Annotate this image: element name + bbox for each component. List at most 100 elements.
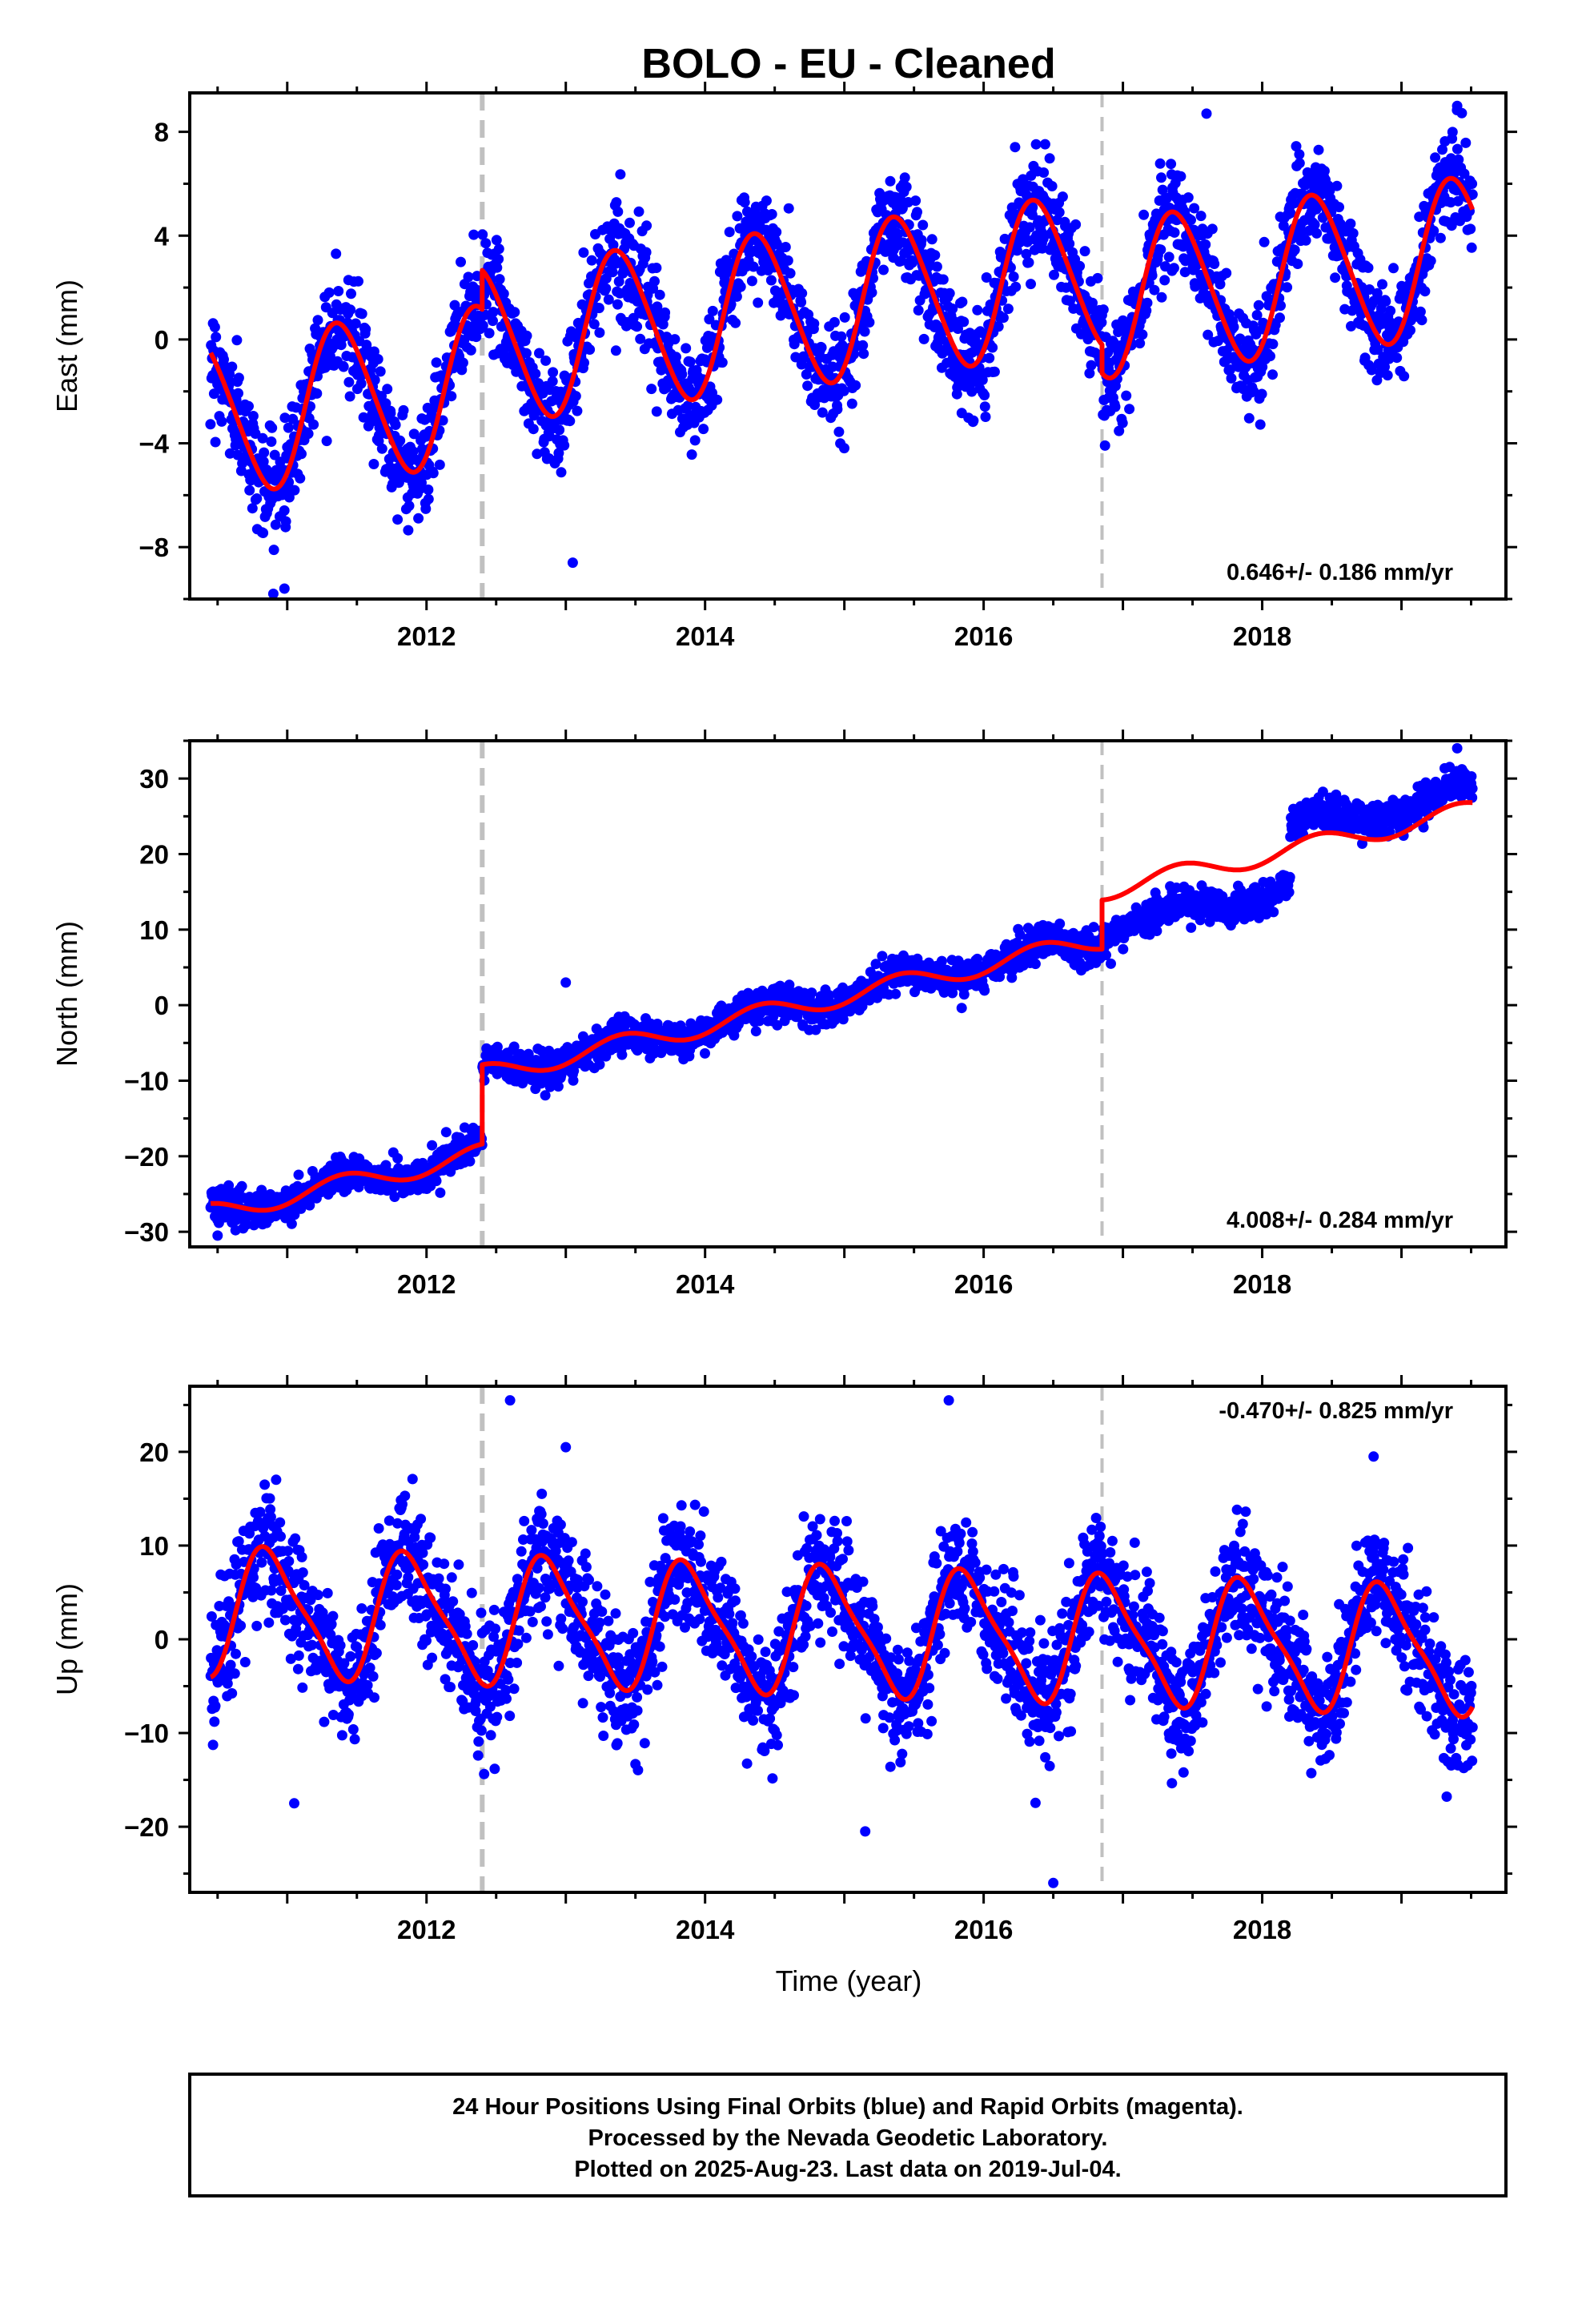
east-data-point [613,276,624,287]
east-data-point [1141,305,1152,316]
north-plot-area [205,741,1478,1247]
north-data-point [958,989,970,1000]
east-data-point [660,307,671,318]
east-data-point [724,227,735,238]
east-data-point [1294,158,1305,169]
east-data-point [833,426,845,437]
east-data-point [395,435,406,446]
east-data-point [1207,223,1218,235]
east-data-point [258,528,269,538]
north-data-point [293,1169,304,1180]
east-data-point [926,234,938,245]
east-data-point [998,312,1009,324]
east-data-point [1134,338,1146,349]
east-data-point [1330,272,1341,283]
north-data-point [1118,943,1129,955]
east-data-point [1209,259,1220,269]
east-data-point [1182,192,1194,203]
east-data-point [1099,440,1110,451]
east-data-point [392,514,404,525]
east-data-point [321,436,332,447]
east-data-point [1460,137,1472,148]
east-data-point [966,386,978,397]
east-data-point [456,256,466,267]
east-data-point [651,263,662,273]
east-data-point [1024,222,1035,233]
east-data-point [413,513,424,524]
east-data-point [1168,263,1179,274]
east-data-point [1064,238,1075,249]
east-data-point [346,288,356,300]
east-outlier-point [1201,108,1212,119]
east-data-point [611,197,622,208]
east-data-point [839,312,850,323]
east-data-point [1155,244,1166,255]
east-data-point [1405,324,1415,336]
east-y-tick-label: 0 [155,325,169,355]
east-x-tick-label: 2014 [676,621,735,651]
east-data-point [850,380,861,391]
east-data-point [547,376,558,387]
east-data-point [382,384,393,395]
east-data-point [897,237,909,248]
east-data-point [1309,219,1320,230]
east-data-point [1291,141,1302,152]
east-data-point [866,287,877,298]
east-data-point [838,385,849,396]
north-data-point [700,1047,710,1059]
east-data-point [1169,227,1180,238]
east-data-point [746,275,757,287]
east-data-point [431,357,442,368]
east-data-point [1380,296,1391,307]
east-data-point [303,428,314,440]
east-data-point [1382,370,1393,381]
east-data-point [534,348,544,359]
east-data-point [878,264,889,275]
east-data-point [1156,292,1167,303]
east-data-point [423,493,434,505]
east-data-point [1256,388,1267,400]
east-y-tick-label: 4 [155,221,170,251]
east-data-point [586,255,597,266]
east-data-point [977,374,988,385]
east-data-point [578,247,589,258]
east-data-point [1275,300,1286,312]
east-data-point [1038,233,1049,244]
east-data-point [930,250,941,261]
east-data-point [493,254,504,264]
east-data-point [1142,297,1153,308]
east-data-point [640,247,652,258]
east-data-point [1430,152,1441,163]
east-data-point [1319,166,1330,176]
east-data-point [1259,236,1270,247]
east-data-point [607,267,618,278]
east-data-point [1154,158,1166,169]
east-data-point [1313,144,1324,155]
east-outlier-point [331,248,342,259]
east-data-point [257,432,268,444]
east-data-point [267,589,279,599]
east-data-point [612,299,623,310]
east-data-point [1065,296,1075,307]
east-data-point [748,261,759,272]
east-plot-area [205,93,1478,599]
east-data-point [1203,329,1214,340]
east-data-point [1267,369,1278,380]
east-data-point [268,545,279,556]
east-data-point [1347,227,1359,239]
north-data-point [616,1049,628,1060]
east-data-point [1452,195,1464,207]
east-data-point [1466,242,1477,253]
east-data-point [1251,310,1263,320]
east-data-point [771,227,782,238]
east-data-point [999,233,1010,244]
east-data-point [669,334,681,345]
east-data-point [780,242,791,252]
east-data-point [463,271,474,283]
east-data-point [385,408,396,419]
east-data-point [494,274,505,285]
east-data-point [1285,207,1296,219]
east-data-point [989,366,1000,377]
